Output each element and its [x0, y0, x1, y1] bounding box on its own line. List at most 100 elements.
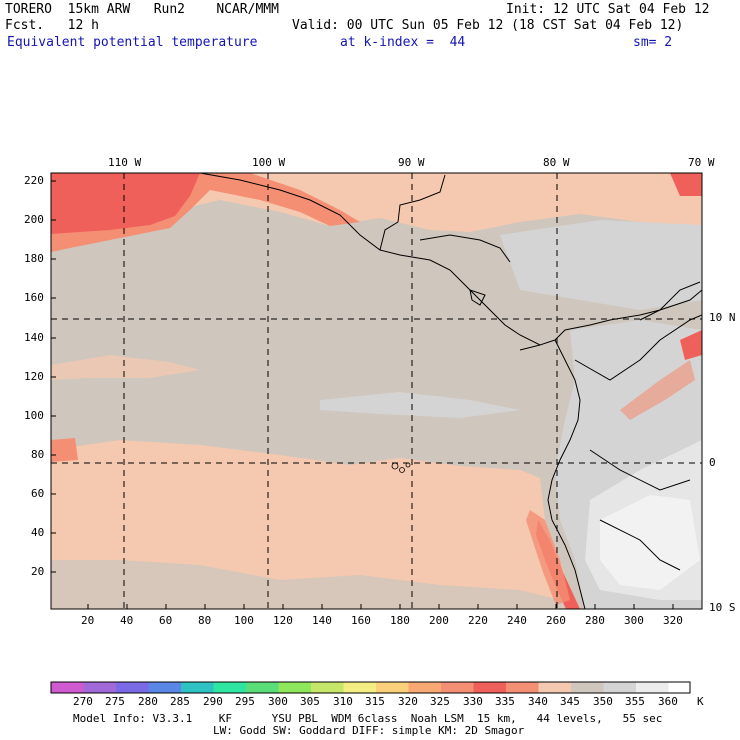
y-tick-label: 120 — [24, 370, 44, 383]
y-tick-label: 220 — [24, 174, 44, 187]
colorbar-box — [343, 682, 376, 693]
colorbar-unit: K — [697, 695, 704, 708]
colorbar-label: 355 — [625, 695, 645, 708]
y-tick-label: 100 — [24, 409, 44, 422]
colorbar-box — [571, 682, 604, 693]
colorbar-label: 310 — [333, 695, 353, 708]
colorbar-label: 345 — [560, 695, 580, 708]
colorbar-box — [116, 682, 149, 693]
colorbar-label: 360 — [658, 695, 678, 708]
x-tick-label: 320 — [663, 614, 683, 627]
x-tick-label: 300 — [624, 614, 644, 627]
colorbar-label: 340 — [528, 695, 548, 708]
hot-patch-west — [51, 438, 78, 462]
x-tick-label: 60 — [159, 614, 173, 627]
x-tick-label: 40 — [120, 614, 134, 627]
y-tick-label: 40 — [31, 526, 45, 539]
y-tick-label: 20 — [31, 565, 45, 578]
init-time: Init: 12 UTC Sat 04 Feb 12 — [506, 2, 710, 17]
y-tick-label: 60 — [31, 487, 45, 500]
colorbar-label: 335 — [495, 695, 515, 708]
colorbar-label: 330 — [463, 695, 483, 708]
y-tick-label: 200 — [24, 213, 44, 226]
colorbar-label: 315 — [365, 695, 385, 708]
colorbar-box — [83, 682, 116, 693]
colorbar-label: 280 — [138, 695, 158, 708]
x-tick-label: 120 — [273, 614, 293, 627]
colorbar-box — [538, 682, 571, 693]
lon-label-90w: 90 W — [398, 156, 425, 169]
y-tick-label: 140 — [24, 331, 44, 344]
colorbar-label: 295 — [235, 695, 255, 708]
grid-lines — [51, 173, 702, 609]
x-tick-label: 220 — [468, 614, 488, 627]
gray-band-south — [51, 560, 570, 609]
hottest-region-north — [51, 173, 200, 234]
y-tick-label: 80 — [31, 448, 45, 461]
x-tick-label: 200 — [429, 614, 449, 627]
hot-patch-northeast — [670, 173, 702, 196]
lon-label-80w: 80 W — [543, 156, 570, 169]
y-tick-label: 160 — [24, 291, 44, 304]
colorbar-box — [408, 682, 441, 693]
colorbar-label: 325 — [430, 695, 450, 708]
x-tick-label: 160 — [351, 614, 371, 627]
colorbar-box — [441, 682, 474, 693]
coldest-region — [600, 495, 700, 590]
x-tick-label: 180 — [390, 614, 410, 627]
lon-label-100w: 100 W — [252, 156, 286, 169]
colorbar — [50, 681, 691, 694]
colorbar-box — [603, 682, 636, 693]
colorbar-label: 275 — [105, 695, 125, 708]
map-frame — [50, 172, 703, 610]
colorbar-box — [148, 682, 181, 693]
x-tick-label: 240 — [507, 614, 527, 627]
colorbar-box — [636, 682, 669, 693]
colorbar-box — [473, 682, 506, 693]
colorbar-box — [213, 682, 246, 693]
warm-streak-1 — [51, 355, 200, 380]
lat-label-10s: 10 S — [709, 601, 736, 614]
colorbar-label: 285 — [170, 695, 190, 708]
hot-patch-venezuela — [680, 330, 702, 360]
smoothing-value: sm= 2 — [633, 35, 673, 50]
lat-label-10n: 10 N — [709, 311, 736, 324]
colorbar-box — [376, 682, 409, 693]
x-tick-label: 80 — [198, 614, 212, 627]
k-index: at k-index = 44 — [340, 35, 466, 50]
lat-label-0: 0 — [709, 456, 716, 469]
colorbar-label: 320 — [398, 695, 418, 708]
colorbar-box — [668, 682, 690, 693]
x-tick-label: 20 — [81, 614, 95, 627]
x-tick-label: 260 — [546, 614, 566, 627]
model-info: Model Info: V3.3.1 KF YSU PBL WDM 6class… — [73, 712, 663, 725]
hot-coastal-halo — [526, 510, 570, 605]
x-tick-label: 280 — [585, 614, 605, 627]
map-field — [51, 173, 702, 609]
colorbar-box — [506, 682, 539, 693]
bottom-tick-marks — [87, 604, 674, 609]
warm-streak-amazon — [620, 360, 695, 420]
model-title: TORERO 15km ARW Run2 NCAR/MMM — [5, 2, 279, 17]
colorbar-box — [181, 682, 214, 693]
colorbar-label: 270 — [73, 695, 93, 708]
x-tick-label: 100 — [234, 614, 254, 627]
coastlines — [199, 173, 702, 609]
colorbar-label: 300 — [268, 695, 288, 708]
x-tick-label: 140 — [312, 614, 332, 627]
cool-region-inner — [530, 250, 690, 295]
colorbar-box — [278, 682, 311, 693]
cool-streak-1 — [320, 392, 520, 418]
field-name: Equivalent potential temperature — [7, 35, 258, 50]
valid-time: Valid: 00 UTC Sun 05 Feb 12 (18 CST Sat … — [292, 18, 684, 33]
colorbar-label: 290 — [203, 695, 223, 708]
y-tick-label: 180 — [24, 252, 44, 265]
colorbar-box — [246, 682, 279, 693]
forecast-hour: Fcst. 12 h — [5, 18, 99, 33]
colorbar-label: 350 — [593, 695, 613, 708]
lon-label-110w: 110 W — [108, 156, 142, 169]
left-tick-marks — [51, 180, 56, 573]
physics-info: LW: Godd SW: Goddard DIFF: simple KM: 2D… — [213, 724, 525, 737]
colorbar-box — [311, 682, 344, 693]
lon-label-70w: 70 W — [688, 156, 715, 169]
